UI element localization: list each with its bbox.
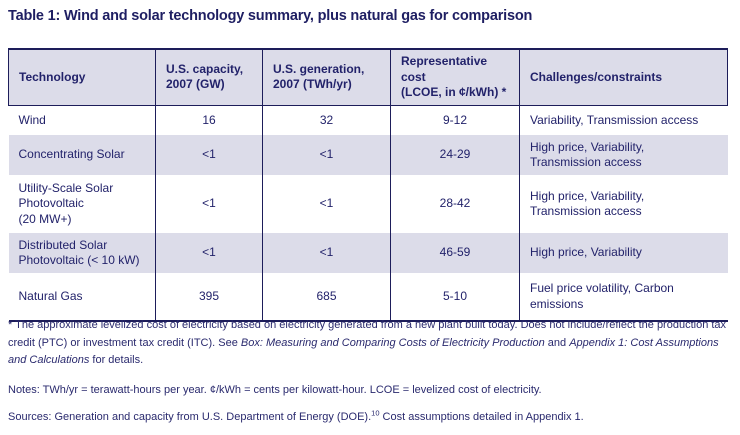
header-cost: Representative cost (LCOE, in ¢/kWh) * <box>390 49 520 106</box>
sources-line: Sources: Generation and capacity from U.… <box>8 409 734 427</box>
cell-technology: Concentrating Solar <box>8 135 156 176</box>
cell-challenges: High price, Variability <box>530 245 642 260</box>
header-technology: Technology <box>8 49 156 106</box>
sources-text: Cost assumptions detailed in Appendix 1. <box>379 411 584 424</box>
cell-technology: Natural Gas <box>8 273 156 322</box>
cell-cost: 46-59 <box>390 233 520 274</box>
footnote-lcoe: * The approximate levelized cost of elec… <box>8 317 734 370</box>
footnote-text: for details. <box>89 354 144 367</box>
footnote-text: * The approximate levelized cost of elec… <box>8 319 727 349</box>
cell-generation: 685 <box>262 273 391 322</box>
table-header-row: Technology U.S. capacity, 2007 (GW) U.S.… <box>8 49 728 106</box>
cell-challenges: High price, Variability, Transmission ac… <box>530 188 645 219</box>
sources-superscript-ref: 10 <box>371 408 380 418</box>
header-capacity: U.S. capacity, 2007 (GW) <box>155 49 263 106</box>
cell-capacity: <1 <box>155 135 263 176</box>
table-row-utility-solar-pv: Utility-Scale Solar Photovoltaic (20 MW+… <box>8 175 728 234</box>
cell-capacity: 16 <box>155 105 263 136</box>
cell-capacity: <1 <box>155 233 263 274</box>
footnote-italic-appendix-title: Appendix 1: Cost Assumptions and Calcula… <box>8 336 719 367</box>
cell-cost: 5-10 <box>390 273 520 322</box>
notes-line: Notes: TWh/yr = terawatt-hours per year.… <box>8 383 542 396</box>
cell-cost: 24-29 <box>390 135 520 176</box>
table-row-concentrating-solar: Concentrating Solar <1 <1 24-29 High pri… <box>8 135 728 176</box>
cell-cost: 28-42 <box>390 175 520 234</box>
table-title: Table 1: Wind and solar technology summa… <box>8 8 533 24</box>
cell-capacity: <1 <box>155 175 263 234</box>
sources-text: Sources: Generation and capacity from U.… <box>8 411 372 424</box>
cell-technology: Distributed Solar Photovoltaic (< 10 kW) <box>8 233 156 274</box>
cell-challenges: Fuel price volatility, Carbon emissions <box>530 281 674 311</box>
header-challenges: Challenges/constraints <box>519 49 728 106</box>
cell-generation: <1 <box>262 175 391 234</box>
cell-challenges: High price, Variability, Transmission ac… <box>530 139 645 170</box>
table-row-wind: Wind 16 32 9-12 Variability, Transmissio… <box>8 105 728 136</box>
cell-cost: 9-12 <box>390 105 520 136</box>
cell-technology: Wind <box>8 105 156 136</box>
footnote-text: and <box>544 336 570 349</box>
cell-generation: 32 <box>262 105 391 136</box>
cell-challenges: Variability, Transmission access <box>530 112 699 127</box>
technology-summary-table: Technology U.S. capacity, 2007 (GW) U.S.… <box>8 48 728 323</box>
cell-capacity: 395 <box>155 273 263 322</box>
cell-generation: <1 <box>262 233 391 274</box>
header-generation: U.S. generation, 2007 (TWh/yr) <box>262 49 391 106</box>
cell-technology: Utility-Scale Solar Photovoltaic (20 MW+… <box>8 175 156 234</box>
table-row-distributed-solar-pv: Distributed Solar Photovoltaic (< 10 kW)… <box>8 233 728 274</box>
footnote-italic-box-title: Box: Measuring and Comparing Costs of El… <box>240 336 545 349</box>
cell-generation: <1 <box>262 135 391 176</box>
table-row-natural-gas: Natural Gas 395 685 5-10 Fuel price vola… <box>8 273 728 322</box>
footnotes-block: * The approximate levelized cost of elec… <box>8 317 734 434</box>
